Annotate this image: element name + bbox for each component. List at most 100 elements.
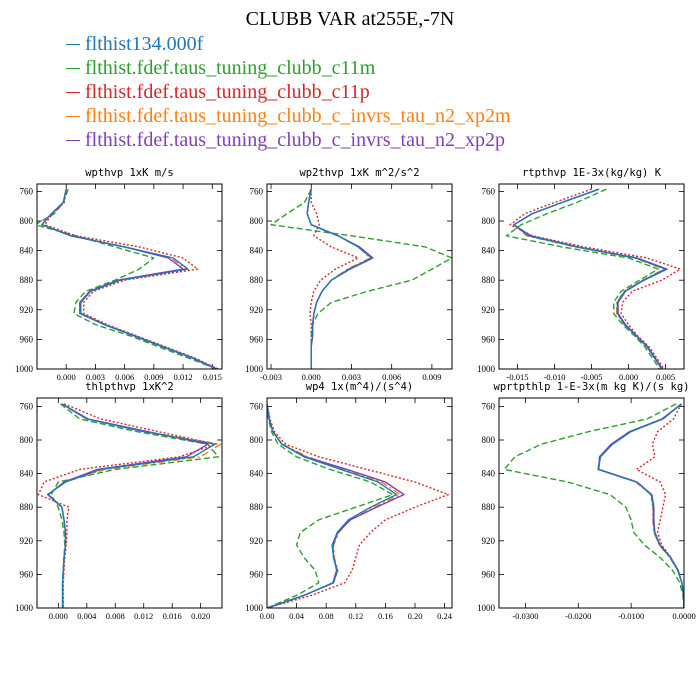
- legend-label: flthist.fdef.taus_tuning_clubb_c11p: [85, 81, 370, 103]
- x-tick-label: 0.00: [260, 611, 275, 621]
- series-line: [509, 188, 681, 369]
- x-tick-label: 0.12: [348, 611, 363, 621]
- y-tick-label: 840: [20, 246, 34, 256]
- y-tick-label: 920: [482, 305, 496, 315]
- y-tick-label: 960: [250, 569, 264, 579]
- x-tick-label: 0.16: [378, 611, 393, 621]
- y-tick-label: 1000: [245, 364, 264, 374]
- legend-label: flthist134.000f: [85, 33, 204, 55]
- legend-entry: flthist.fdef.taus_tuning_clubb_c_invrs_t…: [66, 128, 511, 152]
- y-tick-label: 840: [482, 469, 496, 479]
- y-tick-label: 760: [20, 401, 34, 411]
- x-tick-label: 0.020: [191, 611, 210, 621]
- y-tick-label: 760: [482, 401, 496, 411]
- series-line: [44, 189, 219, 369]
- y-tick-label: 800: [250, 435, 264, 445]
- y-tick-label: 880: [20, 275, 34, 285]
- plot-frame: [498, 183, 685, 370]
- chart-panel: wpthvp 1xK m/s 760 800 840 880 920 960 1000 0.00…: [15, 167, 223, 382]
- x-tick-label: -0.0200: [565, 611, 591, 621]
- y-tick-label: 840: [20, 469, 34, 479]
- x-tick-label: 0.000: [302, 372, 321, 382]
- chart-title: wp4 1x(m^4)/(s^4): [306, 381, 413, 393]
- chart-panel: rtpthvp 1E-3x(kg/kg) K 760 800 840 880 920 960…: [477, 167, 685, 382]
- x-tick-label: 0.000: [619, 372, 638, 382]
- y-tick-label: 920: [250, 536, 264, 546]
- y-tick-label: 880: [250, 275, 264, 285]
- x-tick-label: 0.20: [408, 611, 423, 621]
- series-line: [47, 403, 209, 608]
- series-line: [598, 403, 684, 608]
- y-tick-label: 840: [250, 246, 264, 256]
- series-line: [41, 189, 218, 369]
- y-tick-label: 760: [250, 186, 264, 196]
- x-tick-label: 0.012: [173, 372, 192, 382]
- legend-swatch: [66, 43, 80, 45]
- chart-title: wprtpthlp 1-E-3x(m kg K)/(s kg): [494, 381, 690, 393]
- legend-swatch: [66, 115, 80, 117]
- series-line: [597, 403, 684, 608]
- x-tick-label: 0.016: [163, 611, 182, 621]
- y-tick-label: 880: [482, 275, 496, 285]
- chart-panel: wp4 1x(m^4)/(s^4)76080084088092096010000…: [245, 381, 453, 621]
- chart-panel: wprtpthlp 1-E-3x(m kg K)/(s kg) 760 800 840…: [477, 381, 696, 621]
- y-tick-label: 960: [482, 569, 496, 579]
- series-line: [37, 188, 218, 369]
- x-tick-label: -0.0300: [512, 611, 538, 621]
- plot-frame: [36, 397, 223, 609]
- x-tick-label: 0.0000: [672, 611, 695, 621]
- plot-frame: [266, 397, 453, 609]
- y-tick-label: 840: [482, 246, 496, 256]
- y-tick-label: 960: [250, 334, 264, 344]
- y-tick-label: 800: [20, 216, 34, 226]
- legend-entry: flthist.fdef.taus_tuning_clubb_c11p: [66, 80, 511, 104]
- series-line: [513, 188, 667, 369]
- chart-title: thlpthvp 1xK^2: [85, 381, 174, 393]
- y-tick-label: 1000: [15, 603, 34, 613]
- chart-title: rtpthvp 1E-3x(kg/kg) K: [522, 167, 662, 179]
- y-tick-label: 880: [20, 502, 34, 512]
- y-tick-label: 760: [20, 186, 34, 196]
- x-tick-label: 0.000: [49, 611, 68, 621]
- series-line: [37, 403, 218, 608]
- y-tick-label: 760: [250, 401, 264, 411]
- series-line: [47, 403, 222, 608]
- x-tick-label: 0.04: [289, 611, 305, 621]
- y-tick-label: 920: [20, 536, 34, 546]
- x-tick-label: 0.003: [342, 372, 361, 382]
- series-line: [267, 403, 394, 608]
- plot-frame: [498, 397, 685, 609]
- series-line: [270, 188, 452, 369]
- x-tick-label: 0.000: [57, 372, 76, 382]
- x-tick-label: 0.015: [203, 372, 222, 382]
- x-tick-label: 0.003: [86, 372, 105, 382]
- x-tick-label: -0.003: [260, 372, 282, 382]
- plot-frame: [36, 183, 223, 370]
- legend-label: flthist.fdef.taus_tuning_clubb_c_invrs_t…: [85, 129, 505, 151]
- legend-label: flthist.fdef.taus_tuning_clubb_c11m: [85, 57, 376, 79]
- x-tick-label: 0.008: [106, 611, 125, 621]
- legend-swatch: [66, 139, 80, 141]
- x-tick-label: 0.009: [144, 372, 163, 382]
- legend-swatch: [66, 67, 80, 69]
- series-line: [267, 403, 398, 608]
- y-tick-label: 760: [482, 186, 496, 196]
- x-tick-label: 0.08: [319, 611, 334, 621]
- x-tick-label: 0.009: [422, 372, 441, 382]
- y-tick-label: 960: [20, 334, 34, 344]
- legend-swatch: [66, 91, 80, 93]
- y-tick-label: 880: [482, 502, 496, 512]
- x-tick-label: 0.012: [134, 611, 153, 621]
- y-tick-label: 800: [482, 435, 496, 445]
- y-tick-label: 1000: [15, 364, 34, 374]
- legend-label: flthist.fdef.taus_tuning_clubb_c_invrs_t…: [85, 105, 511, 127]
- x-tick-label: 0.005: [656, 372, 675, 382]
- y-tick-label: 800: [250, 216, 264, 226]
- chart-panel: wp2thvp 1xK m^2/s^2 760 800 840 880 920 960 100…: [245, 167, 453, 382]
- y-tick-label: 1000: [245, 603, 264, 613]
- y-tick-label: 1000: [477, 364, 496, 374]
- y-tick-label: 920: [20, 305, 34, 315]
- chart-title: wp2thvp 1xK m^2/s^2: [299, 167, 419, 179]
- y-tick-label: 920: [250, 305, 264, 315]
- x-tick-label: 0.006: [382, 372, 401, 382]
